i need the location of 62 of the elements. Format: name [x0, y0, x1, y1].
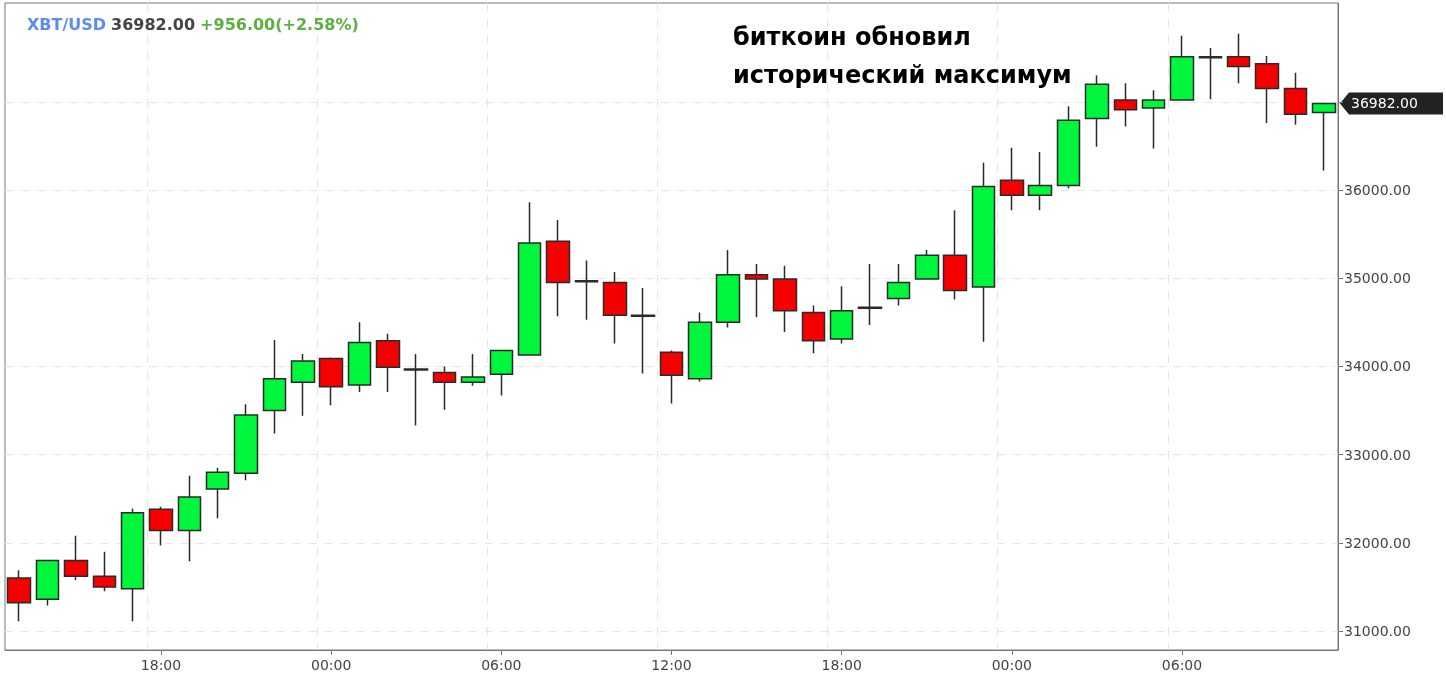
candlestick	[914, 249, 940, 280]
candlestick	[233, 403, 259, 481]
x-tick-label: 12:00	[651, 657, 692, 673]
candlestick	[999, 146, 1025, 212]
candlestick	[715, 249, 741, 329]
candlestick	[489, 349, 514, 397]
candlestick	[1056, 105, 1081, 189]
candlestick	[1113, 82, 1138, 128]
candlestick	[92, 550, 117, 593]
candlestick	[1169, 34, 1195, 101]
candlestick	[460, 353, 486, 387]
candlestick	[205, 467, 230, 519]
y-tick-label: 33000.00	[1344, 446, 1411, 463]
candlestick	[347, 321, 372, 393]
candlestick	[177, 475, 202, 563]
candlestick	[517, 201, 542, 357]
text: XBT/USD 36982.00 +956.00(+2.58%)	[27, 14, 359, 34]
candlestick	[744, 263, 769, 318]
candlestick	[942, 209, 968, 301]
y-tick-label: 34000.00	[1344, 358, 1411, 375]
annotation: биткоин обновил исторический максимум	[733, 23, 1072, 89]
candlestick	[1027, 151, 1053, 212]
candlestick	[659, 349, 684, 405]
x-tick-label: 06:00	[481, 657, 522, 673]
candlestick	[1198, 47, 1223, 100]
candlestick	[829, 285, 854, 345]
candlestick	[403, 353, 429, 427]
candlestick	[801, 304, 826, 354]
candlestick	[1141, 89, 1166, 150]
candlestick	[574, 259, 599, 321]
x-tick-label: 18:00	[140, 657, 182, 673]
y-tick-label: 36000.00	[1344, 182, 1411, 198]
candlestick	[1283, 71, 1308, 126]
candlestick	[120, 507, 145, 623]
candlestick	[63, 535, 89, 581]
candlestick	[545, 219, 571, 317]
candlestick	[1226, 33, 1251, 85]
candlestick	[6, 569, 32, 623]
candlestick	[630, 287, 656, 375]
candlestick	[857, 263, 883, 326]
candlestick	[886, 263, 911, 307]
candlestick	[35, 559, 60, 607]
text: 36982.00	[1351, 95, 1418, 112]
candlestick	[602, 271, 628, 345]
candlestick	[262, 339, 287, 435]
x-tick-label: 00:00	[991, 657, 1033, 673]
x-tick-label: 18:00	[821, 657, 862, 673]
candlestick	[432, 365, 457, 411]
candlestick	[971, 161, 996, 343]
y-tick-label: 32000.00	[1344, 534, 1411, 551]
y-tick-label: 31000.00	[1344, 623, 1411, 640]
x-tick-label: 06:00	[1161, 657, 1203, 673]
candlestick	[772, 265, 798, 333]
candlestick	[148, 505, 174, 547]
y-tick-label: 35000.00	[1344, 270, 1411, 287]
candlestick	[1254, 55, 1280, 124]
x-tick-label: 00:00	[310, 657, 352, 673]
candlestick	[1084, 74, 1110, 148]
candlestick	[318, 356, 344, 406]
candlestick	[687, 311, 713, 383]
candlestick	[290, 353, 316, 417]
candlestick	[375, 333, 401, 393]
